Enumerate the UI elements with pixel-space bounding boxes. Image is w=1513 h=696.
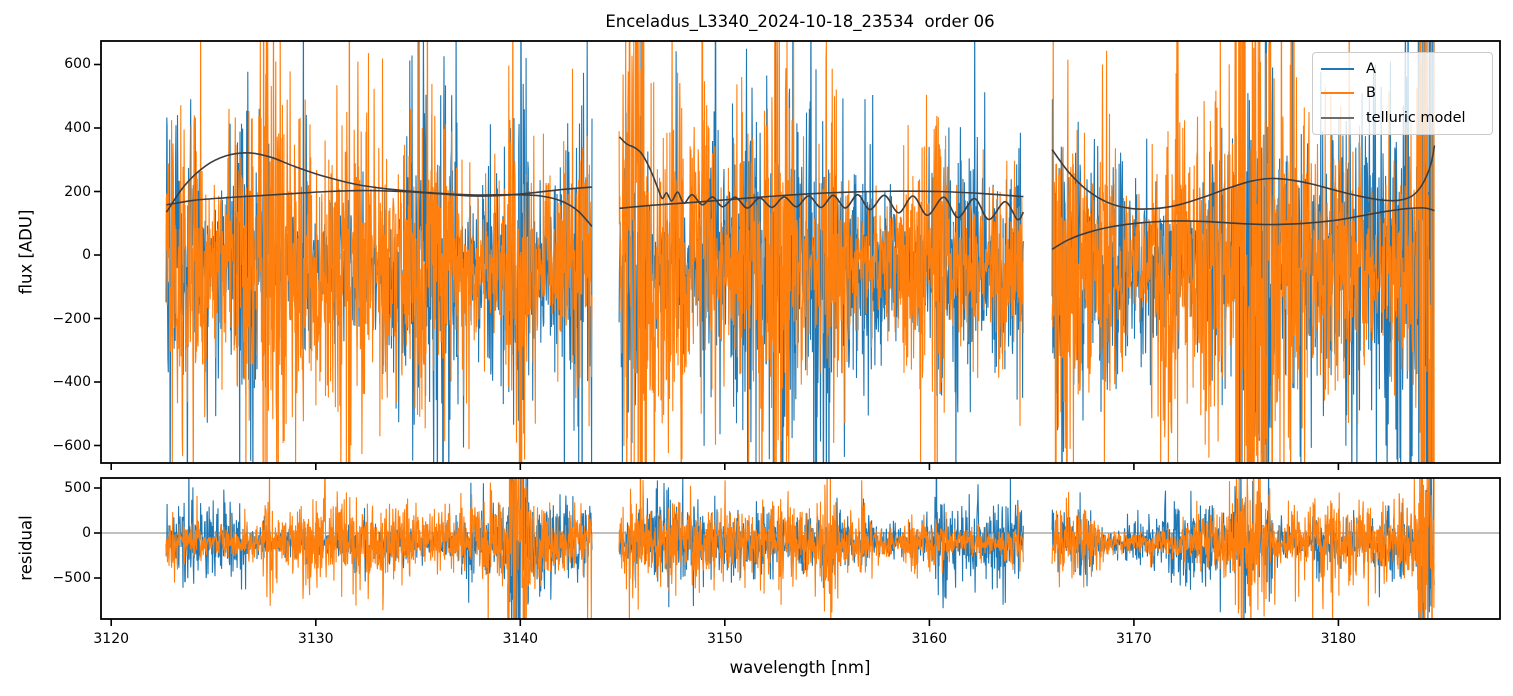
y-tick-label-residual: 500 xyxy=(64,479,91,496)
legend-line-b-icon xyxy=(1321,92,1354,95)
y-tick-label-flux: −400 xyxy=(52,374,91,391)
x-tick-label: 3170 xyxy=(1116,631,1152,647)
x-tick-label: 3140 xyxy=(502,631,539,647)
legend-label-a: A xyxy=(1366,60,1376,77)
x-tick-label: 3160 xyxy=(911,631,948,647)
y-tick-label-flux: −200 xyxy=(52,310,91,327)
chart-title: Enceladus_L3340_2024-10-18_23534 order 0… xyxy=(605,12,995,31)
legend-item-telluric: telluric model xyxy=(1321,111,1484,126)
legend-item-a: A xyxy=(1321,62,1484,77)
y-axis-label-flux: flux [ADU] xyxy=(16,209,36,295)
legend-label-b: B xyxy=(1366,85,1376,102)
y-tick-label-flux: 400 xyxy=(64,120,91,136)
y-tick-label-flux: 0 xyxy=(82,247,91,264)
x-tick-label: 3120 xyxy=(93,631,130,647)
x-tick-label: 3130 xyxy=(297,631,334,647)
y-tick-label-residual: 0 xyxy=(82,524,91,541)
legend-item-b: B xyxy=(1321,86,1484,101)
legend: A B telluric model xyxy=(1312,52,1493,135)
y-axis-label-residual: residual xyxy=(16,515,36,581)
legend-line-telluric-icon xyxy=(1321,116,1354,119)
legend-label-telluric: telluric model xyxy=(1366,109,1466,126)
x-axis-label: wavelength [nm] xyxy=(729,658,871,677)
legend-line-a-icon xyxy=(1321,68,1354,71)
x-tick-label: 3150 xyxy=(706,631,743,647)
y-tick-label-flux: 600 xyxy=(64,56,91,73)
y-tick-label-flux: −600 xyxy=(52,437,91,454)
y-tick-label-flux: 200 xyxy=(64,183,91,200)
y-tick-label-residual: −500 xyxy=(52,569,91,586)
x-tick-label: 3180 xyxy=(1320,631,1357,647)
